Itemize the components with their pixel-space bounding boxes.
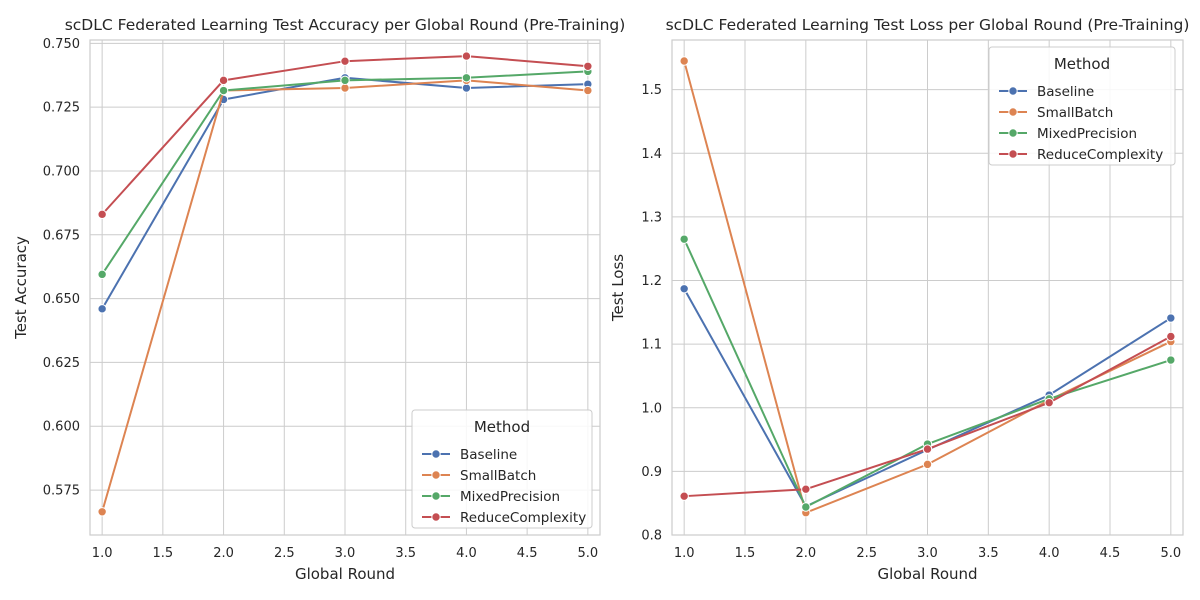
legend-item-label: SmallBatch <box>1037 105 1113 121</box>
plot-frame <box>671 39 1184 536</box>
y-tick-label: 0.9 <box>641 465 662 480</box>
legend-swatch-marker <box>431 449 441 459</box>
legend-item-label: Baseline <box>460 447 517 463</box>
x-tick-label: 3.0 <box>335 546 356 561</box>
legend: Method Baseline SmallBatch MixedPrecision Re… <box>988 46 1176 166</box>
x-tick-label: 4.0 <box>1039 546 1060 561</box>
y-tick-label: 1.2 <box>641 274 662 289</box>
y-tick-label: 1.1 <box>641 338 662 353</box>
data-point-mixedprecision <box>340 75 350 86</box>
y-axis-label: Test Accuracy <box>12 236 30 340</box>
y-tick-label: 0.675 <box>43 228 80 243</box>
x-tick-label: 1.5 <box>153 546 174 561</box>
legend: Method Baseline SmallBatch MixedPrecision Re… <box>411 409 593 529</box>
x-tick-label: 3.5 <box>395 546 416 561</box>
data-point-baseline <box>679 284 689 294</box>
x-tick-label: 4.0 <box>456 546 477 561</box>
data-point-mixedprecision <box>1166 355 1176 365</box>
data-point-baseline <box>1166 313 1176 323</box>
legend-title: Method <box>474 418 530 436</box>
y-axis-label: Test Loss <box>609 254 627 322</box>
legend-title: Method <box>1054 55 1110 73</box>
data-point-reducecomplexity <box>97 209 107 220</box>
x-tick-label: 1.0 <box>674 546 695 561</box>
y-tick-label: 1.0 <box>641 401 662 416</box>
x-tick-label: 5.0 <box>578 546 599 561</box>
x-tick-label: 2.0 <box>795 546 816 561</box>
data-point-smallbatch <box>922 459 933 470</box>
legend-box <box>411 409 593 529</box>
loss-chart: 1.0 1.5 2.0 2.5 3.0 3.5 4.0 4.5 5.0 0.8 0.9 1.0 1.1 1… <box>609 16 1189 583</box>
x-tick-label: 4.5 <box>517 546 538 561</box>
data-point-reducecomplexity <box>801 484 811 494</box>
y-tick-label: 0.625 <box>43 356 80 371</box>
x-tick-label: 2.0 <box>213 546 234 561</box>
data-point-mixedprecision <box>801 502 811 512</box>
plot-frame <box>89 39 601 536</box>
y-tick-label: 1.5 <box>641 83 662 98</box>
data-point-smallbatch <box>679 56 689 66</box>
data-point-baseline <box>97 304 107 314</box>
y-tick-label: 0.750 <box>43 37 80 52</box>
x-tick-label: 3.0 <box>917 546 938 561</box>
x-tick-label: 2.5 <box>274 546 295 561</box>
data-point-mixedprecision <box>461 73 472 83</box>
legend-swatch-marker <box>1008 86 1018 96</box>
data-point-reducecomplexity <box>583 61 593 71</box>
legend-item-label: Baseline <box>1037 84 1094 100</box>
y-tick-label: 1.3 <box>641 210 662 225</box>
accuracy-chart: 1.0 1.5 2.0 2.5 3.0 3.5 4.0 4.5 5.0 0.575 0.600 0.6… <box>12 16 625 583</box>
x-tick-label: 5.0 <box>1160 546 1181 561</box>
data-point-smallbatch <box>97 507 107 517</box>
data-point-reducecomplexity <box>1044 397 1054 408</box>
data-point-reducecomplexity <box>218 75 229 86</box>
y-tick-label: 0.8 <box>641 529 662 544</box>
y-tick-label: 0.600 <box>43 420 80 435</box>
x-tick-label: 2.5 <box>856 546 877 561</box>
legend-swatch-marker <box>431 470 441 480</box>
chart-title: scDLC Federated Learning Test Loss per G… <box>666 16 1190 34</box>
x-tick-label: 3.5 <box>978 546 999 561</box>
y-tick-label: 0.725 <box>43 101 80 116</box>
y-tick-label: 0.575 <box>43 484 80 499</box>
data-point-reducecomplexity <box>340 56 350 66</box>
legend-item-label: ReduceComplexity <box>460 510 586 526</box>
data-point-reducecomplexity <box>679 491 689 501</box>
data-point-reducecomplexity <box>1166 331 1176 342</box>
data-point-mixedprecision <box>218 85 229 96</box>
data-point-baseline <box>461 83 472 93</box>
legend-swatch-marker <box>1008 107 1018 117</box>
legend-swatch-marker <box>431 512 441 522</box>
y-tick-label: 0.650 <box>43 292 80 307</box>
legend-item-label: MixedPrecision <box>1037 126 1137 142</box>
data-point-reducecomplexity <box>922 444 933 454</box>
chart-title: scDLC Federated Learning Test Accuracy p… <box>65 16 626 34</box>
x-axis-label: Global Round <box>877 565 977 583</box>
data-point-smallbatch <box>340 83 350 93</box>
legend-item-label: ReduceComplexity <box>1037 147 1163 163</box>
legend-box <box>988 46 1176 166</box>
x-tick-label: 4.5 <box>1100 546 1121 561</box>
legend-item-label: SmallBatch <box>460 468 536 484</box>
legend-swatch-marker <box>1008 128 1018 138</box>
y-tick-label: 1.4 <box>641 147 662 162</box>
x-tick-label: 1.0 <box>92 546 113 561</box>
data-point-mixedprecision <box>97 269 107 280</box>
x-tick-label: 1.5 <box>735 546 756 561</box>
legend-item-label: MixedPrecision <box>460 489 560 505</box>
data-point-mixedprecision <box>679 234 689 244</box>
data-point-reducecomplexity <box>461 51 472 61</box>
x-axis-label: Global Round <box>295 565 395 583</box>
data-point-smallbatch <box>583 85 593 96</box>
legend-swatch-marker <box>1008 149 1018 159</box>
y-tick-label: 0.700 <box>43 164 80 179</box>
legend-swatch-marker <box>431 491 441 501</box>
